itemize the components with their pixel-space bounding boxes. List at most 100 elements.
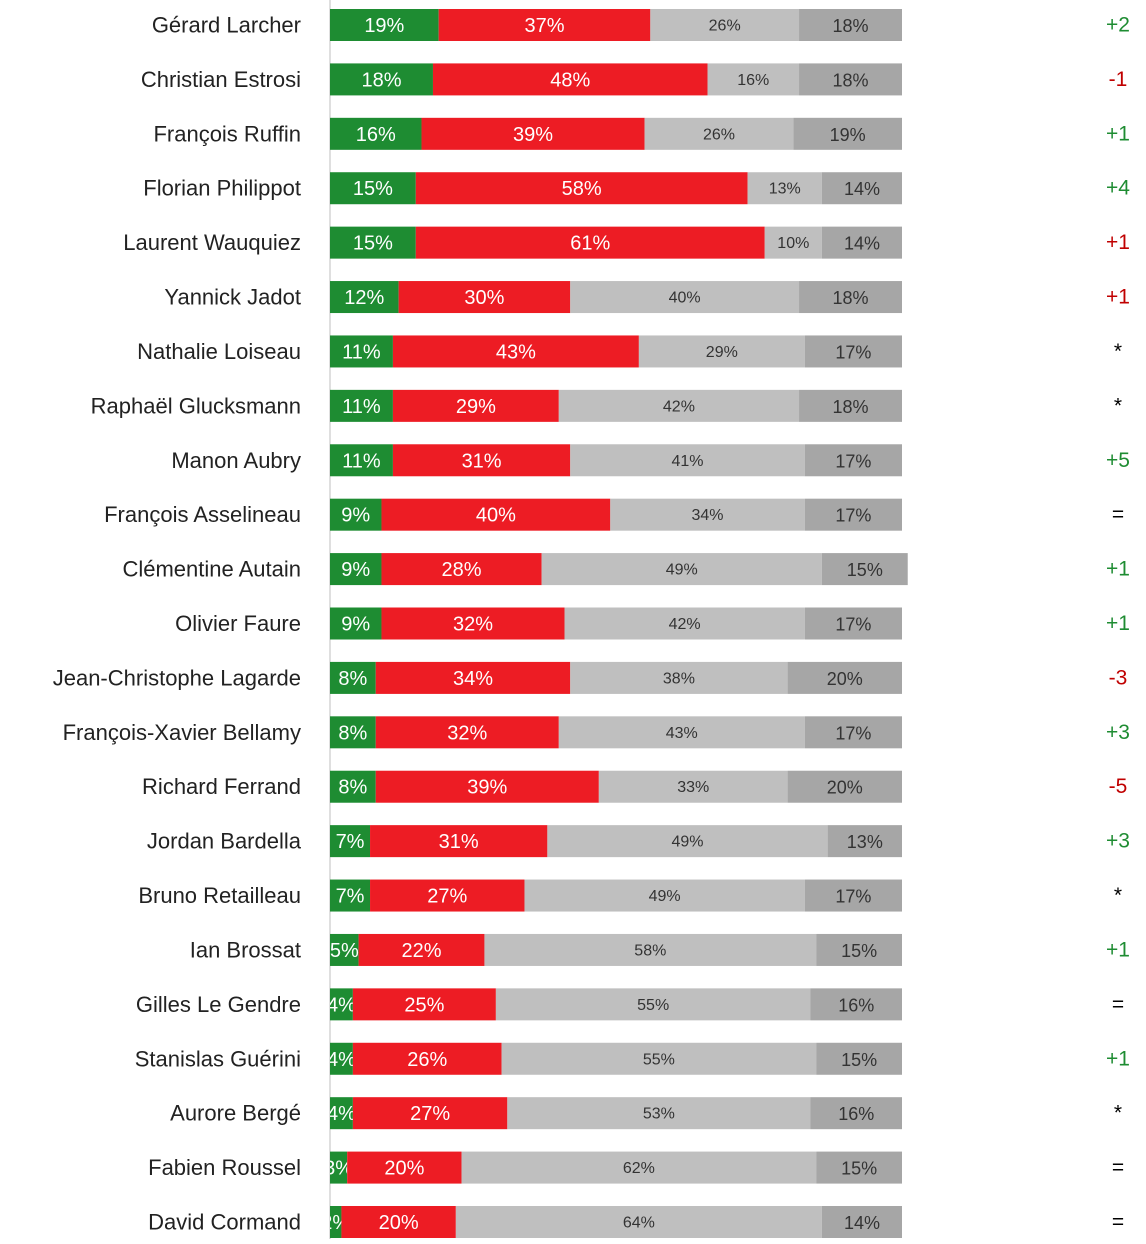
value-label: 31% xyxy=(439,831,479,853)
value-label: 14% xyxy=(844,234,880,254)
value-label: 58% xyxy=(562,178,602,200)
bar-segment xyxy=(370,879,525,912)
value-label: 25% xyxy=(404,994,444,1016)
value-label: 9% xyxy=(341,614,370,636)
value-label: 42% xyxy=(669,616,701,633)
value-label: 15% xyxy=(847,560,883,580)
value-label: 40% xyxy=(476,505,516,527)
bar-segment xyxy=(816,1151,902,1184)
value-label: 26% xyxy=(407,1049,447,1071)
change-label: = xyxy=(1112,503,1124,526)
bar-segment xyxy=(501,1042,817,1075)
bar-segment xyxy=(330,117,422,150)
bar-segment xyxy=(804,607,902,640)
bar-segment xyxy=(461,1151,817,1184)
bar-segment xyxy=(330,281,399,314)
category-label: Ian Brossat xyxy=(190,937,301,962)
bar-segment xyxy=(330,553,382,586)
value-label: 18% xyxy=(833,397,869,417)
value-label: 15% xyxy=(841,1159,877,1179)
bar-segment xyxy=(821,226,902,259)
bar-segment xyxy=(330,172,416,205)
value-label: 43% xyxy=(496,341,536,363)
value-label: 12% xyxy=(344,287,384,309)
bar-segment xyxy=(330,1097,353,1130)
bar-segment xyxy=(330,661,376,694)
bar-segment xyxy=(370,825,548,858)
value-label: 33% xyxy=(677,779,709,796)
category-label: Florian Philippot xyxy=(143,176,301,201)
bar-segment xyxy=(352,1097,508,1130)
bar-segment xyxy=(432,63,708,96)
bar-segment xyxy=(330,63,433,96)
category-label: Jordan Bardella xyxy=(147,829,302,854)
category-label: Raphaël Glucksmann xyxy=(91,393,301,418)
value-label: 15% xyxy=(841,1050,877,1070)
bar-segment xyxy=(392,444,571,477)
bar-segment xyxy=(541,553,822,586)
bar-segment xyxy=(381,607,565,640)
bar-segment xyxy=(564,607,805,640)
bar-segment xyxy=(524,879,805,912)
bar-segment xyxy=(347,1151,462,1184)
bar-segment xyxy=(821,553,908,586)
bar-segment xyxy=(330,335,393,368)
bar-segment xyxy=(375,716,559,749)
value-label: 7% xyxy=(336,886,365,908)
bar-segment xyxy=(330,498,382,531)
change-label: +1 xyxy=(1106,1047,1130,1070)
bar-segment xyxy=(392,335,639,368)
value-label: 34% xyxy=(453,668,493,690)
bar-segment xyxy=(804,444,902,477)
category-label: Bruno Retailleau xyxy=(138,883,301,908)
bar-segment xyxy=(827,825,902,858)
bar-segment xyxy=(330,444,393,477)
value-label: 43% xyxy=(666,725,698,742)
bar-segment xyxy=(495,988,811,1021)
value-label: 7% xyxy=(336,831,365,853)
value-label: 29% xyxy=(706,344,738,361)
category-label: Clémentine Autain xyxy=(122,557,301,582)
change-label: * xyxy=(1114,1102,1122,1125)
bar-segment xyxy=(804,879,902,912)
bar-segment xyxy=(330,988,353,1021)
bar-segment xyxy=(804,716,902,749)
bar-segment xyxy=(352,1042,502,1075)
value-label: 53% xyxy=(643,1106,675,1123)
bar-segment xyxy=(330,607,382,640)
value-label: 4% xyxy=(327,994,356,1016)
value-label: 55% xyxy=(643,1051,675,1068)
category-label: François-Xavier Bellamy xyxy=(63,720,301,745)
bar-segment xyxy=(330,1042,353,1075)
value-label: 17% xyxy=(835,451,871,471)
value-label: 15% xyxy=(353,233,393,255)
value-label: 17% xyxy=(835,723,871,743)
value-label: 34% xyxy=(692,507,724,524)
bar-segment xyxy=(638,335,805,368)
value-label: 37% xyxy=(524,15,564,37)
bars: 19% 37% 26% 18% 18% 48% 16% 18% 16% 39% 26% 19% 15% 5… xyxy=(327,9,908,1238)
value-label: 61% xyxy=(570,233,610,255)
category-label: François Asselineau xyxy=(104,502,301,527)
bar-segment xyxy=(330,226,416,259)
bar-segment xyxy=(799,63,902,96)
change-label: = xyxy=(1112,1211,1124,1234)
value-label: 9% xyxy=(341,559,370,581)
value-label: 19% xyxy=(364,15,404,37)
bar-segment xyxy=(507,1097,811,1130)
bar-segment xyxy=(330,389,393,422)
bar-segment xyxy=(804,498,902,531)
value-label: 30% xyxy=(464,287,504,309)
value-label: 19% xyxy=(830,125,866,145)
bar-segment xyxy=(799,9,902,41)
change-label: +1 xyxy=(1106,558,1130,581)
value-label: 58% xyxy=(634,942,666,959)
value-label: 32% xyxy=(447,722,487,744)
value-label: 22% xyxy=(402,940,442,962)
change-label: +1 xyxy=(1106,612,1130,635)
value-label: 49% xyxy=(671,834,703,851)
value-label: 16% xyxy=(838,995,874,1015)
change-label: +1 xyxy=(1106,938,1130,961)
bar-segment xyxy=(381,498,611,531)
